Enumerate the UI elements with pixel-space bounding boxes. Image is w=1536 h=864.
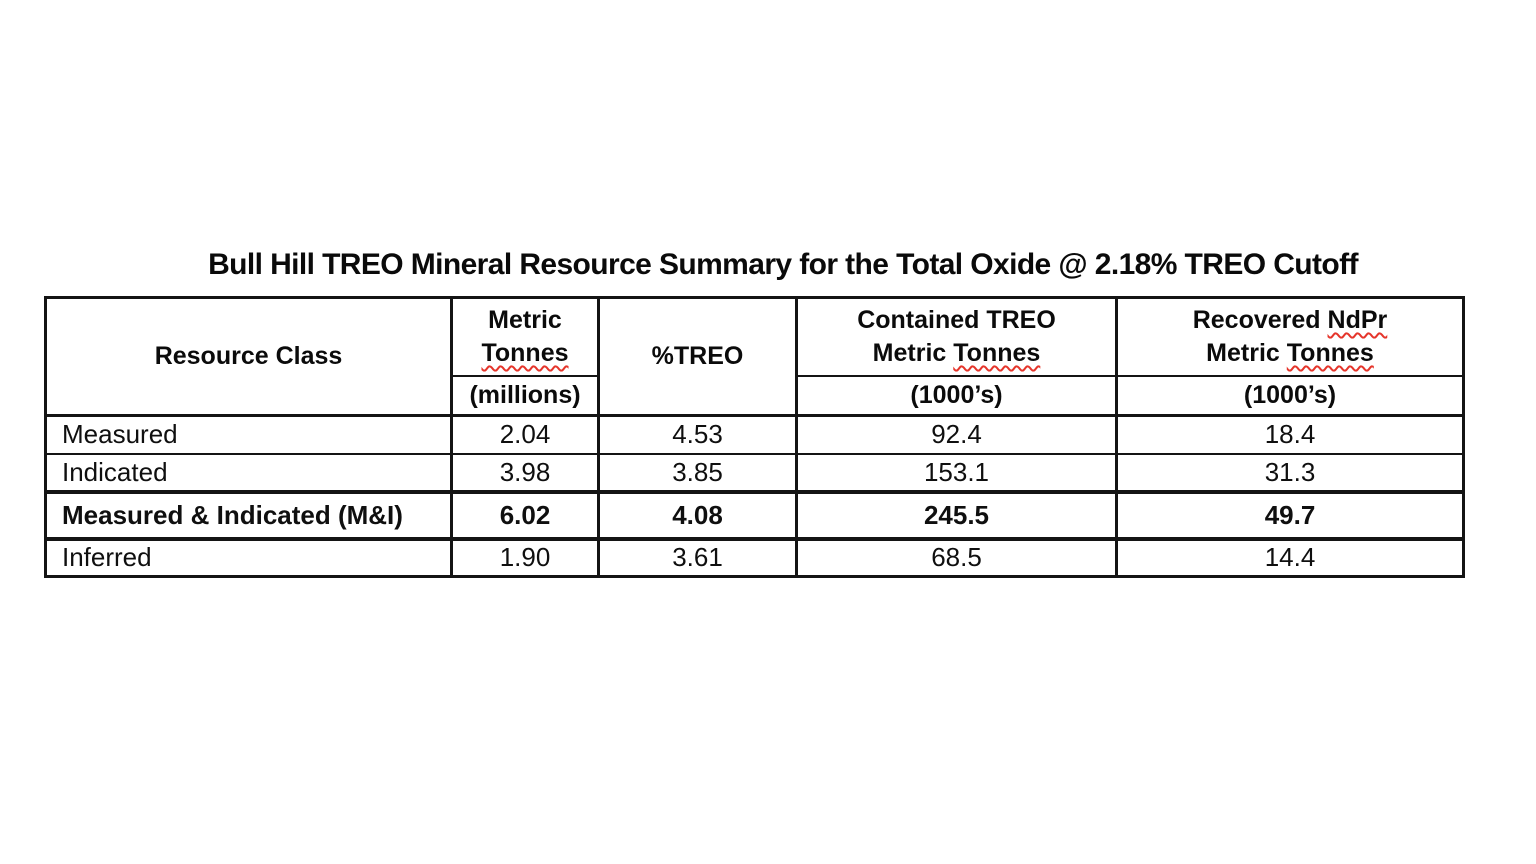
table-row-inferred: Inferred 1.90 3.61 68.5 14.4 (44, 537, 1465, 578)
header-ndpr-word: NdPr (1327, 305, 1388, 334)
cell-metric-tonnes: 3.98 (450, 452, 600, 493)
header-recovered-ndpr: Recovered NdPr Metric Tonnes (1115, 296, 1465, 377)
cell-resource-class: Inferred (44, 537, 453, 578)
cell-metric-tonnes: 6.02 (450, 489, 600, 541)
cell-resource-class: Measured & Indicated (M&I) (44, 489, 453, 541)
cell-recovered-ndpr: 31.3 (1115, 452, 1465, 493)
table-row-measured-and-indicated: Measured & Indicated (M&I) 6.02 4.08 245… (44, 489, 1465, 541)
header-metric-word: Metric (1206, 338, 1280, 367)
table-row-indicated: Indicated 3.98 3.85 153.1 31.3 (44, 452, 1465, 493)
cell-recovered-ndpr: 49.7 (1115, 489, 1465, 541)
header-tonnes-word: Tonnes (481, 338, 569, 367)
cell-resource-class: Indicated (44, 452, 453, 493)
header-row-2: (millions) (1000’s) (1000’s) (46, 374, 1465, 417)
cell-contained-treo: 245.5 (795, 489, 1118, 541)
cell-contained-treo: 153.1 (795, 452, 1118, 493)
table-row-measured: Measured 2.04 4.53 92.4 18.4 (44, 414, 1465, 455)
cell-resource-class: Measured (44, 414, 453, 455)
cell-metric-tonnes: 2.04 (450, 414, 600, 455)
page-title: Bull Hill TREO Mineral Resource Summary … (208, 248, 1358, 281)
header-metric-tonnes: Metric Tonnes (450, 296, 600, 377)
header-metric-word: Metric (488, 305, 562, 334)
header-row-1: Resource Class Metric Tonnes %TREO Contai… (44, 296, 1465, 417)
cell-recovered-ndpr: 18.4 (1115, 414, 1465, 455)
header-contained-treo: Contained TREO Metric Tonnes (795, 296, 1118, 377)
cell-pct-treo: 3.61 (597, 537, 798, 578)
header-metric-word: Metric (872, 338, 947, 367)
header-tonnes-word: Tonnes (1286, 338, 1374, 367)
cell-contained-treo: 92.4 (795, 414, 1118, 455)
resource-summary-table: Resource Class Metric Tonnes %TREO Contai… (44, 296, 1465, 578)
header-pct-treo: %TREO (597, 296, 798, 417)
cell-pct-treo: 3.85 (597, 452, 798, 493)
cell-metric-tonnes: 1.90 (450, 537, 600, 578)
cell-pct-treo: 4.08 (597, 489, 798, 541)
cell-pct-treo: 4.53 (597, 414, 798, 455)
cell-recovered-ndpr: 14.4 (1115, 537, 1465, 578)
cell-contained-treo: 68.5 (795, 537, 1118, 578)
header-resource-class: Resource Class (44, 296, 453, 417)
header-tonnes-word: Tonnes (953, 338, 1041, 367)
subheader-millions: (millions) (450, 374, 600, 417)
header-contained-line: Contained TREO (857, 305, 1056, 334)
subheader-ndpr-1000s: (1000’s) (1115, 374, 1465, 417)
header-recovered-word: Recovered (1192, 305, 1321, 334)
subheader-contained-1000s: (1000’s) (795, 374, 1118, 417)
